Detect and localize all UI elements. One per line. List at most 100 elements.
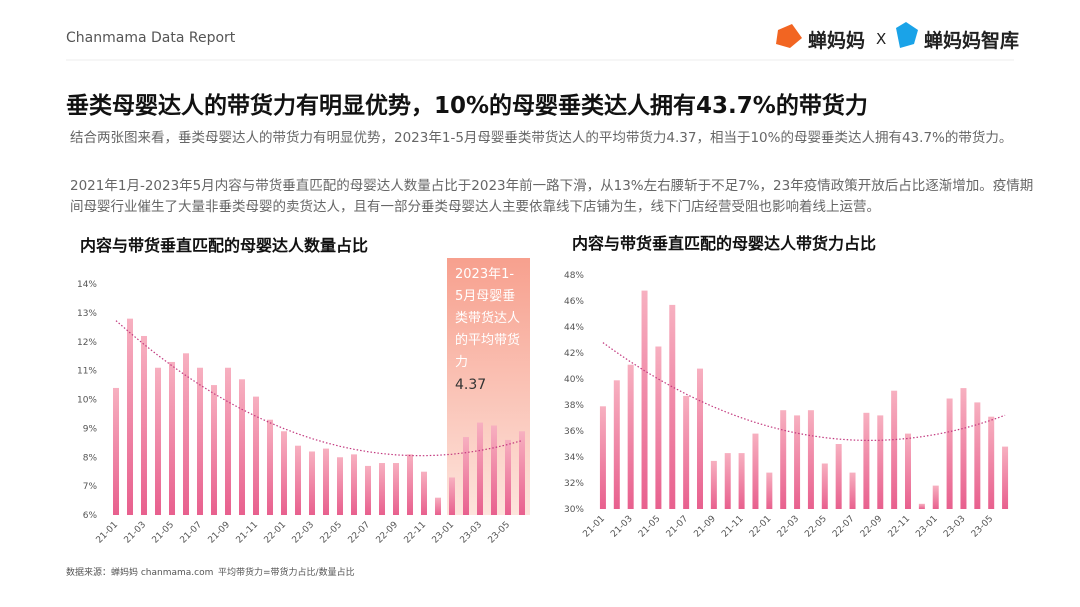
bar [794,415,801,509]
paragraph: 2021年1月-2023年5月内容与带货垂直匹配的母婴达人数量占比于2023年前… [70,178,1034,215]
bar [421,471,427,515]
y-tick-label: 9% [83,424,98,434]
x-tick-label: 22-11 [887,514,913,540]
y-tick-label: 40% [564,375,584,385]
x-tick-label: 21-03 [123,520,149,546]
y-tick-label: 11% [77,367,97,377]
y-tick-label: 42% [564,349,584,359]
bar [613,380,620,509]
bar [863,412,870,509]
y-tick-label: 34% [564,453,584,463]
title: 垂类母婴达人的带货力有明显优势，10%的母婴垂类达人拥有43.7%的带货力 [66,93,868,119]
bar [295,445,301,515]
x-tick-label: 21-09 [207,520,233,546]
bar [946,398,953,509]
source: 数据来源：蝉妈妈 chanmama.com [66,568,214,578]
y-tick-label: 8% [83,453,98,463]
annotation-value: 4.37 [455,377,487,393]
bar [281,431,287,515]
logo-icon [896,22,918,48]
x-tick-label: 21-01 [95,520,121,546]
report-name: Chanmama Data Report [66,30,236,46]
x-tick-label: 21-11 [720,514,746,540]
bar [683,395,690,509]
x-tick-label: 22-11 [403,520,429,546]
bar [477,422,483,515]
bar [127,318,133,515]
trend-line [602,342,1006,442]
bar [267,419,273,515]
x-tick-label: 22-01 [263,520,289,546]
bar [974,402,981,509]
bar [337,457,343,515]
x-tick-label: 22-07 [347,520,373,546]
y-tick-label: 30% [564,505,584,515]
bar [738,453,745,509]
x-tick-label: 23-01 [914,514,940,540]
y-tick-label: 44% [564,323,584,333]
x-tick-label: 22-05 [803,514,829,540]
x-tick-label: 21-05 [151,520,177,546]
bar [393,463,399,515]
bar [197,367,203,515]
bar [323,448,329,515]
x-tick-label: 22-07 [831,514,857,540]
logo-icon [776,24,802,48]
bar [849,472,856,509]
y-tick-label: 46% [564,297,584,307]
bar [710,460,717,509]
bar [835,444,842,509]
bar [379,463,385,515]
x-tick-label: 22-09 [375,520,401,546]
bar [253,396,259,515]
bar [491,425,497,515]
bar [435,497,441,515]
x-tick-label: 22-09 [859,514,885,540]
x-tick-label: 21-01 [581,514,607,540]
bar [752,433,759,509]
bar [463,437,469,515]
chart-title: 内容与带货垂直匹配的母婴达人带货力占比 [572,234,877,253]
trend-line [115,320,523,457]
bar [155,367,161,515]
bar [519,431,525,515]
bar [505,439,511,515]
bar [113,387,119,515]
y-tick-label: 12% [77,338,97,348]
x-tick-label: 21-03 [609,514,635,540]
y-tick-label: 48% [564,271,584,281]
y-tick-label: 13% [77,309,97,319]
x-tick-label: 21-07 [179,520,205,546]
y-tick-label: 36% [564,427,584,437]
y-tick-label: 10% [77,396,97,406]
paragraph: 结合两张图来看，垂类母婴达人的带货力有明显优势，2023年1-5月母婴垂类带货达… [70,130,1013,146]
y-tick-label: 32% [564,479,584,489]
annotation-box [447,258,530,515]
bar [724,453,731,509]
bar [697,368,703,509]
bar [449,477,455,515]
bar [1002,446,1009,509]
brand: 蝉妈妈 [808,30,866,52]
x-tick-label: 22-05 [319,520,345,546]
y-tick-label: 14% [77,280,97,290]
x-tick-label: 23-03 [459,520,485,546]
bar [960,388,967,509]
y-tick-label: 38% [564,401,584,411]
chart-title: 内容与带货垂直匹配的母婴达人数量占比 [80,236,369,255]
bar [225,367,231,515]
x-tick-label: 23-03 [942,514,968,540]
bar [821,463,828,509]
bar [905,433,911,509]
note: 平均带货力=带货力占比/数量占比 [218,568,355,578]
x-tick-label: 22-03 [776,514,802,540]
bar [780,410,787,509]
bar [169,361,175,515]
bar [183,353,189,515]
bar [627,364,634,509]
annotation: 2023年1-5月母婴垂类带货达人的平均带货力 4.37 [447,258,530,515]
bar [211,385,217,515]
bar [599,406,606,509]
x-tick-label: 21-09 [692,514,718,540]
